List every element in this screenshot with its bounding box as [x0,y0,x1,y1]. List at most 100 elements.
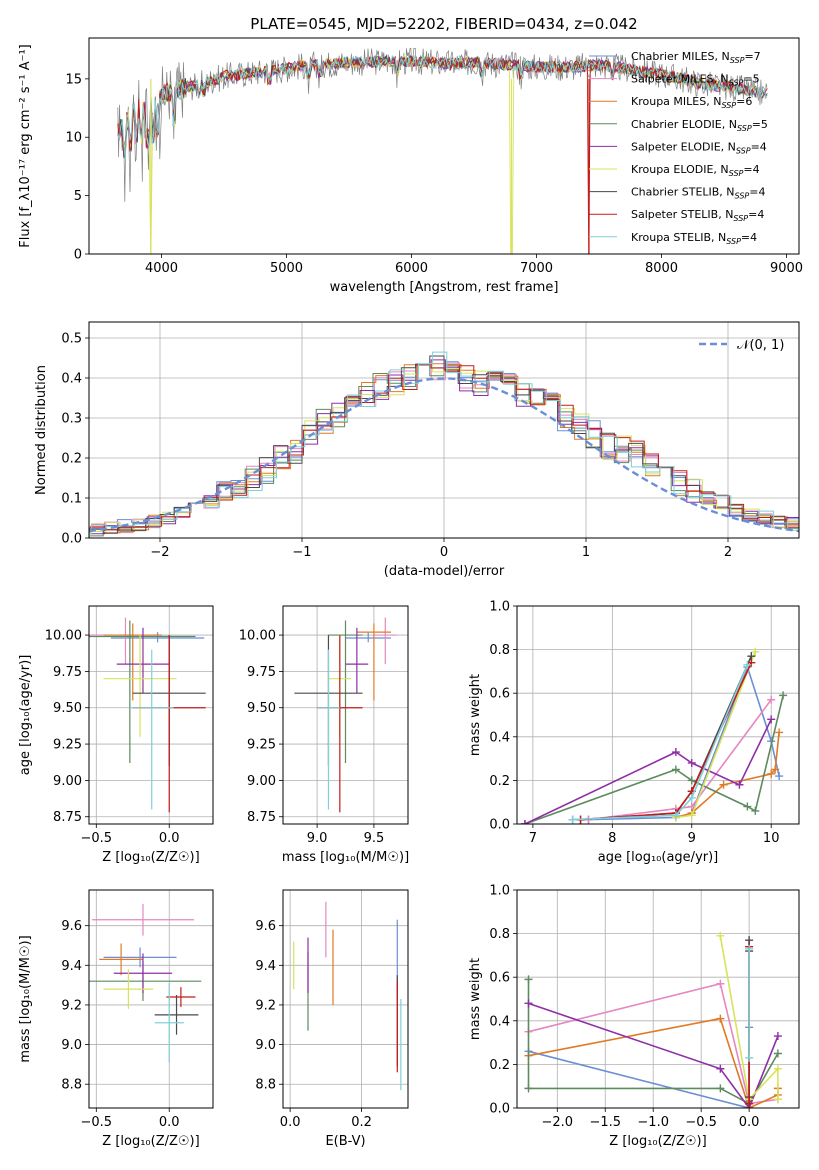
y-tick-label: 9.2 [255,998,276,1013]
point-kroupa-stelib [317,649,340,810]
histogram-chabrier-stelib [89,355,799,538]
legend-label-salpeter-elodie: Salpeter ELODIE, NSSP=4 [631,140,767,155]
weight-marker [524,975,533,984]
y-tick-label: 0.1 [61,492,82,507]
y-tick-label: 1.0 [489,600,510,615]
weight-series-kroupa-elodie [716,931,782,1104]
point-salpeter-stelib [132,635,206,813]
x-tick-label: 0.0 [159,1115,180,1130]
y-tick-label: 9.75 [247,665,276,680]
y-tick-label: 9.4 [61,959,82,974]
axes-frame [282,889,409,1109]
x-axis-label: wavelength [Angstrom, rest frame] [330,280,559,295]
legend-subscript: SSP [726,237,741,246]
y-tick-label: 9.0 [255,1038,276,1053]
legend-subscript: SSP [721,101,736,110]
y-tick-label: 0.0 [61,532,82,547]
weight-line [572,664,780,821]
x-axis-label: mass [log₁₀(M/M☉)] [282,850,409,865]
weight-marker [687,811,696,820]
y-tick-label: 1.0 [489,884,510,899]
weight-marker [687,776,696,785]
age-vs-mass-panel: 9.0 9.5 8.75 9.00 9.25 9.50 9.75 10.00 mass [log… [239,605,409,865]
y-tick-label: 0.4 [489,1014,510,1029]
axes-frame [282,605,409,825]
weight-marker [716,1064,725,1073]
x-tick-label: 5000 [270,261,303,276]
weight-marker [743,802,752,811]
plot-area [89,903,202,1063]
weight-marker [520,820,529,824]
weight-line [528,1002,779,1108]
y-tick-label: 10 [65,131,82,146]
weight-line [719,935,779,1102]
y-tick-label: 0.2 [61,452,82,467]
legend-label-salpeter-stelib: Salpeter STELIB, NSSP=4 [631,208,764,223]
point-salpeter-stelib [166,987,196,1007]
axes-frame [516,889,800,1109]
weight-marker [745,1053,754,1062]
legend-text: Kroupa ELODIE, N [631,163,729,176]
x-tick-label: −1.0 [637,1115,669,1130]
y-tick-label: 9.6 [255,919,276,934]
y-tick-label: 9.50 [53,701,82,716]
legend-subscript: SSP [730,56,745,65]
weight-line [588,699,772,821]
axes-frame [88,889,214,1109]
legend-text: Chabrier STELIB, N [631,186,735,199]
legend-label-salpeter-miles: Salpeter MILES, NSSP=5 [631,73,760,88]
weight-line [675,732,780,819]
histogram-salpeter-elodie [89,359,799,538]
weight-series-salpeter-elodie [520,715,776,824]
x-tick-label: 0.2 [351,1115,372,1130]
x-tick-label: 6000 [395,261,428,276]
y-tick-label: 0.4 [61,372,82,387]
x-tick-label: −0.5 [685,1115,717,1130]
age-vs-metallicity-panel: −0.5 0.0 8.75 9.00 9.25 9.50 9.75 10.00 Z [log₁₀… [18,605,214,865]
point-salpeter-stelib [317,635,363,813]
weight-marker [524,1084,533,1093]
weight-marker [671,748,680,757]
plot-area [89,617,206,813]
mass-weight-vs-metallicity-panel: −2.0 −1.5 −1.0 −0.5 0.0 0.0 0.2 0.4 0.6 0.8 1.0 Z [… [468,884,800,1149]
x-tick-label: 7 [529,831,537,846]
point-salpeter-elodie [116,627,170,694]
weight-marker [716,1014,725,1023]
axes-frame [88,37,800,255]
legend-subscript: SSP [729,169,744,178]
normal-curve [89,377,799,533]
x-tick-label: −0.5 [81,831,113,846]
y-tick-label: 0.6 [489,687,510,702]
legend-count: =5 [743,73,759,86]
histogram-salpeter-miles [89,362,799,538]
y-tick-label: 9.2 [61,998,82,1013]
x-tick-label: 9.5 [364,831,385,846]
legend-subscript: SSP [733,214,748,223]
legend-text: Chabrier MILES, N [631,50,730,63]
weight-line [524,695,784,824]
model-spectrum-kroupa-stelib [117,55,768,160]
x-tick-label: 0.0 [280,1115,301,1130]
weight-series-salpeter-stelib [576,658,756,824]
y-tick-label: 8.75 [53,810,82,825]
point-salpeter-miles [89,617,162,665]
y-tick-label: 9.4 [255,959,276,974]
point-kroupa-stelib [129,649,174,810]
x-tick-label: −1 [292,545,311,560]
legend-text: Chabrier ELODIE, N [631,118,737,131]
weight-series-chabrier-miles [568,663,784,824]
mass-vs-metallicity-panel: −0.5 0.0 8.8 9.0 9.2 9.4 9.6 Z [log₁₀(Z/Z☉)] mas… [18,889,214,1149]
y-tick-label: 0.2 [489,1058,510,1073]
legend-subscript: SSP [729,79,744,88]
y-tick-label: 8.8 [61,1078,82,1093]
point-kroupa-elodie [103,635,177,737]
point-salpeter-elodie [345,627,369,694]
plot-area [117,47,768,254]
mass-vs-ebv-panel: 0.0 0.2 8.8 9.0 9.2 9.4 9.6 E(B-V) [255,889,409,1149]
figure-title: PLATE=0545, MJD=52202, FIBERID=0434, z=0… [250,15,637,33]
legend-label-kroupa-stelib: Kroupa STELIB, NSSP=4 [631,231,757,246]
point-kroupa-stelib [154,983,184,1063]
x-tick-label: 0.0 [739,1115,760,1130]
legend-count: =7 [744,50,760,63]
weight-marker [751,647,760,656]
